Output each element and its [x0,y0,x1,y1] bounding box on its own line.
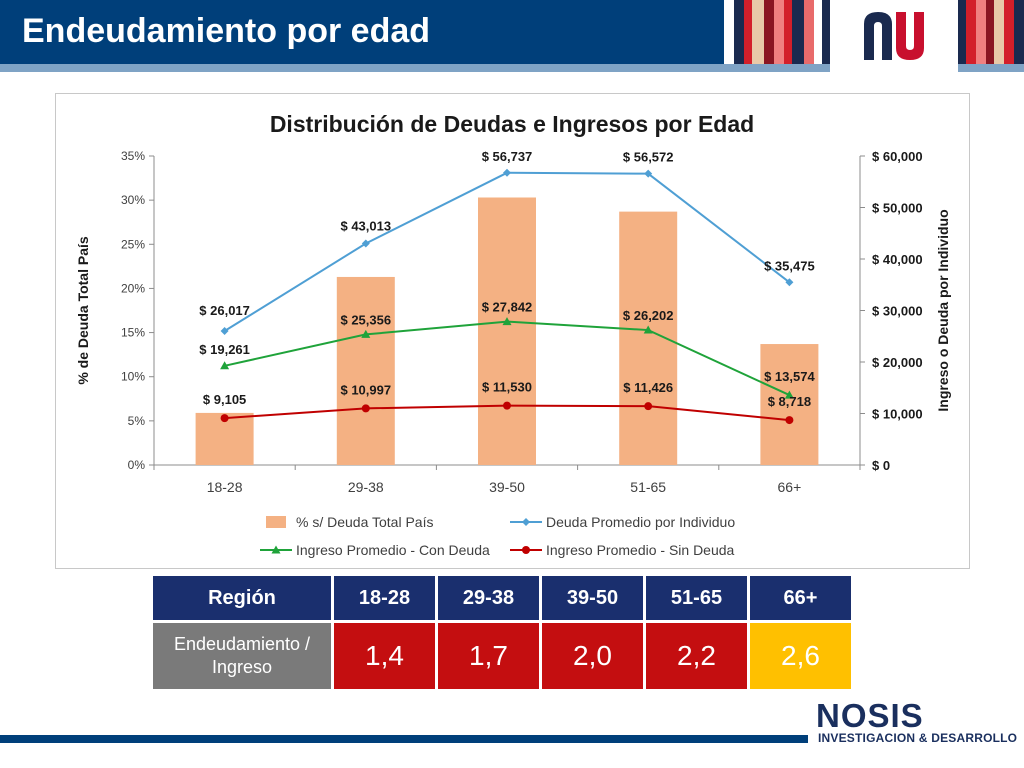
y-tick-label-right: $ 40,000 [872,252,923,267]
chart-title: Distribución de Deudas e Ingresos por Ed… [270,111,754,137]
data-point [522,546,530,554]
data-point [361,329,371,338]
data-point [643,325,653,334]
data-point [220,361,230,370]
data-point [522,518,530,526]
x-tick-label: 18-28 [207,479,243,495]
data-label: $ 43,013 [340,218,391,233]
table-cell-value-highlight: 2,6 [750,623,851,689]
data-label: $ 9,105 [203,392,246,407]
data-label: $ 10,997 [340,382,391,397]
legend-label: Deuda Promedio por Individuo [546,514,735,530]
y-tick-label-left: 35% [121,149,145,163]
y-tick-label-left: 0% [128,458,146,472]
x-tick-label: 66+ [778,479,802,495]
data-label: $ 19,261 [199,342,250,357]
data-point [785,278,794,287]
legend-swatch [266,516,286,528]
data-label: $ 11,530 [482,380,532,395]
x-tick-label: 29-38 [348,479,384,495]
data-label: $ 26,202 [623,308,674,323]
y-axis-title-left: % de Deuda Total País [75,236,91,385]
table-cell-value: 2,2 [646,623,747,689]
y-tick-label-left: 5% [128,414,146,428]
chart-frame: Distribución de Deudas e Ingresos por Ed… [55,93,970,569]
decorative-stripes-left [724,0,830,64]
nosis-logo: NOSIS [816,701,924,731]
data-point [271,545,281,554]
y-tick-label-left: 20% [121,281,145,295]
y-tick-label-right: $ 30,000 [872,304,923,319]
bar [760,344,819,465]
y-tick-label-right: $ 50,000 [872,201,923,216]
data-point [502,317,512,326]
bar [336,276,395,465]
legend-label: % s/ Deuda Total País [296,514,433,530]
nosis-subtitle: INVESTIGACION & DESARROLLO [818,731,1018,745]
data-point [220,414,229,423]
data-label: $ 11,426 [623,380,673,395]
legend-label: Ingreso Promedio - Con Deuda [296,542,490,558]
header-underline [0,64,1024,72]
data-point [644,402,653,411]
data-label: $ 8,718 [768,394,811,409]
data-label: $ 35,475 [764,258,815,273]
data-label: $ 56,572 [623,150,674,165]
y-tick-label-right: $ 10,000 [872,407,923,422]
data-label: $ 25,356 [340,312,391,327]
data-point [785,416,794,425]
nu-logo [830,0,958,72]
table-col-header: 51-65 [646,576,747,620]
data-point [503,401,511,410]
y-axis-title-right: Ingreso o Deuda por Individuo [935,209,951,411]
table-col-header: 66+ [750,576,851,620]
data-label: $ 13,574 [764,369,815,384]
table-header-row: Región 18-28 29-38 39-50 51-65 66+ [153,576,851,620]
y-tick-label-right: $ 60,000 [872,149,923,164]
slide-title: Endeudamiento por edad [22,12,431,50]
table-cell-value: 1,7 [438,623,539,689]
ratio-table: Región 18-28 29-38 39-50 51-65 66+ Endeu… [150,573,854,692]
y-tick-label-right: $ 20,000 [872,355,923,370]
table-cell-value: 1,4 [334,623,435,689]
table-cell-value: 2,0 [542,623,643,689]
bar [478,197,536,465]
y-tick-label-left: 30% [121,193,145,207]
x-tick-label: 51-65 [630,479,666,495]
debt-income-chart: Distribución de Deudas e Ingresos por Ed… [75,111,951,558]
footer-bar [0,735,808,743]
table-header-region: Región [153,576,331,620]
nu-logo-icon [864,12,924,60]
data-point [220,327,229,336]
data-point [361,239,370,248]
y-tick-label-left: 10% [121,370,145,384]
nosis-logo-text: NOSIS [816,701,924,731]
table-col-header: 18-28 [334,576,435,620]
table-col-header: 29-38 [438,576,539,620]
data-label: $ 26,017 [199,303,250,318]
data-point [361,404,370,413]
table-row-label: Endeudamiento / Ingreso [153,623,331,689]
y-tick-label-left: 15% [121,326,145,340]
y-tick-label-right: $ 0 [872,458,890,473]
table-row: Endeudamiento / Ingreso 1,4 1,7 2,0 2,2 … [153,623,851,689]
y-tick-label-left: 25% [121,237,145,251]
legend-label: Ingreso Promedio - Sin Deuda [546,542,735,558]
data-point [503,168,511,177]
data-point [644,169,653,178]
data-label: $ 27,842 [482,300,533,315]
decorative-stripes-right [958,0,1024,64]
table-col-header: 39-50 [542,576,643,620]
x-tick-label: 39-50 [489,479,525,495]
data-label: $ 56,737 [482,149,533,164]
data-point [784,390,794,399]
